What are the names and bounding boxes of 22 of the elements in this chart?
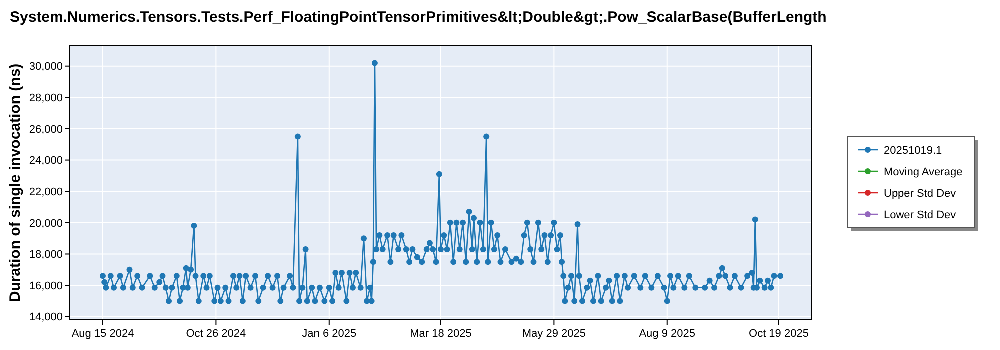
y-tick-label: 28,000	[29, 92, 63, 105]
x-tick-label: Mar 18 2025	[410, 328, 472, 340]
x-tick-label: Aug 9 2025	[639, 328, 696, 340]
x-tick-label: Oct 19 2025	[749, 328, 809, 340]
y-tick-label: 22,000	[29, 186, 63, 198]
legend-label: Lower Std Dev	[884, 209, 957, 222]
legend-label: Upper Std Dev	[884, 188, 957, 200]
chart-title: System.Numerics.Tensors.Tests.Perf_FloatingPointTensorPrimitives&lt;Double&gt;.Pow_ScalarBase(BufferLength	[10, 9, 827, 26]
x-tick-label: Oct 26 2024	[186, 328, 246, 340]
y-tick-label: 26,000	[29, 124, 63, 136]
legend-label: Moving Average	[884, 166, 963, 178]
x-tick-label: Aug 15 2024	[72, 328, 134, 340]
x-tick-label: May 29 2025	[522, 328, 586, 340]
y-tick-label: 24,000	[29, 155, 63, 168]
y-axis-title: Duration of single invocation (ns)	[7, 64, 24, 302]
y-tick-label: 14,000	[29, 312, 63, 324]
y-tick-label: 16,000	[29, 280, 63, 292]
y-tick-label: 20,000	[29, 218, 63, 230]
y-tick-label: 30,000	[29, 61, 63, 74]
y-tick-label: 18,000	[29, 249, 63, 262]
legend-label: 20251019.1	[884, 144, 942, 157]
x-tick-label: Jan 6 2025	[302, 328, 357, 340]
